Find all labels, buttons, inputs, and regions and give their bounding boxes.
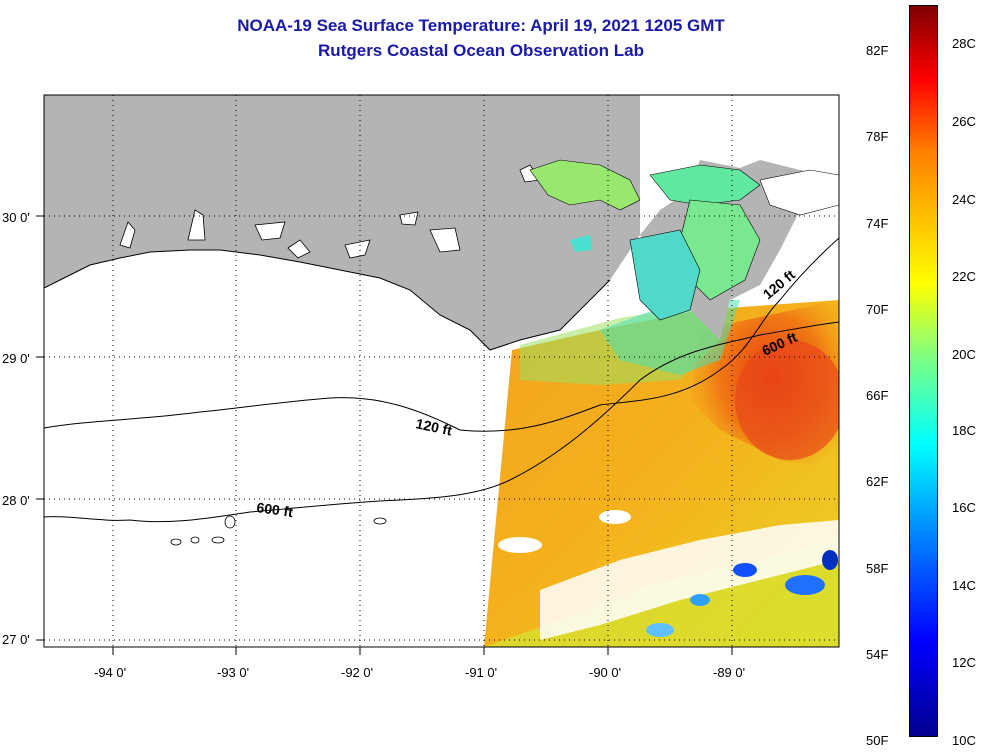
graticule (44, 95, 839, 647)
land-gulf-coast (44, 95, 640, 350)
colorbar-f-54: 54F (866, 647, 889, 662)
colorbar-f-74: 74F (866, 216, 889, 231)
colorbar-c-26: 26C (952, 114, 976, 129)
map-frame (43, 94, 840, 648)
colorbar-f-70: 70F (866, 302, 889, 317)
lon-label-89: -89 0' (713, 665, 745, 680)
coastline (44, 249, 611, 351)
sst-swath (484, 300, 839, 647)
lon-label-93: -93 0' (217, 665, 249, 680)
colorbar-c-10: 10C (952, 733, 976, 748)
colorbar-f-50: 50F (866, 733, 889, 748)
colorbar-c-14: 14C (952, 578, 976, 593)
land-louisiana-delta (44, 95, 839, 340)
colorbar-c-22: 22C (952, 269, 976, 284)
lon-label-92: -92 0' (341, 665, 373, 680)
contour-label-600-west: 600 ft (256, 499, 295, 520)
contour-120ft (44, 237, 839, 432)
lon-label-94: -94 0' (94, 665, 126, 680)
colorbar-f-78: 78F (866, 129, 889, 144)
temperature-colorbar (909, 5, 938, 737)
colorbar-c-18: 18C (952, 423, 976, 438)
coastal-lakes (119, 164, 541, 259)
lat-label-28: 28 0' (2, 493, 30, 508)
chart-subtitle: Rutgers Coastal Ocean Observation Lab (318, 41, 644, 60)
colorbar-c-28: 28C (952, 36, 976, 51)
lon-label-90: -90 0' (589, 665, 621, 680)
axis-ticks (36, 215, 733, 655)
colorbar-f-62: 62F (866, 474, 889, 489)
colorbar-c-16: 16C (952, 500, 976, 515)
colorbar-c-20: 20C (952, 347, 976, 362)
colorbar-f-58: 58F (866, 561, 889, 576)
lat-label-27: 27 0' (2, 632, 30, 647)
lat-label-30: 30 0' (2, 210, 30, 225)
chart-title: NOAA-19 Sea Surface Temperature: April 1… (237, 16, 725, 35)
colorbar-f-66: 66F (866, 388, 889, 403)
contour-600ft (44, 321, 839, 523)
contour-label-120-west: 120 ft (414, 415, 453, 438)
lat-label-29: 29 0' (2, 351, 30, 366)
lon-label-91: -91 0' (465, 665, 497, 680)
colorbar-f-82: 82F (866, 43, 889, 58)
colorbar-c-12: 12C (952, 655, 976, 670)
contour-fragments (170, 515, 387, 546)
colorbar-c-24: 24C (952, 192, 976, 207)
